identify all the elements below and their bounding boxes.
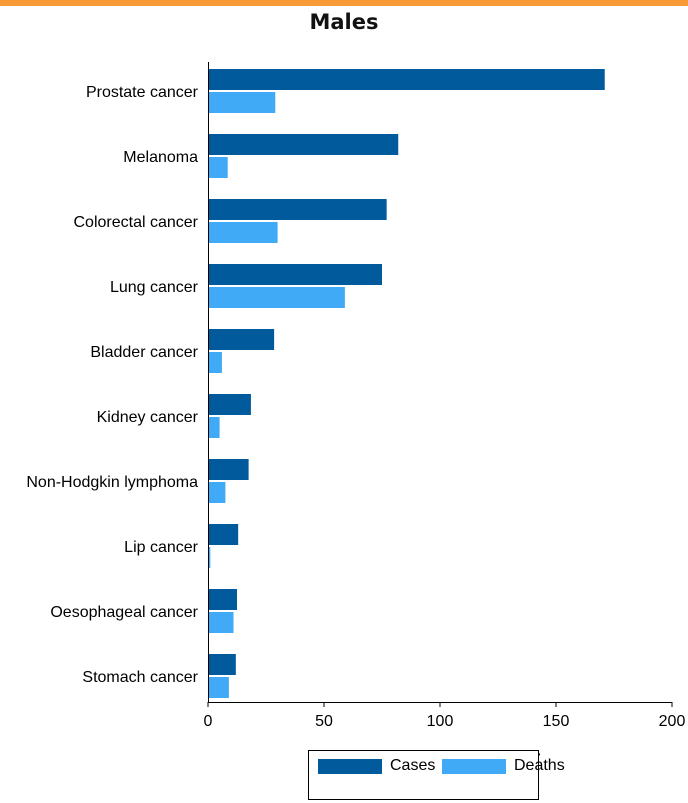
bar-cases-bladder-cancer (208, 329, 275, 350)
bar-cases-lung-cancer (208, 264, 382, 285)
bar-cases-stomach-cancer (208, 654, 236, 675)
legend-swatch-cases (318, 758, 382, 774)
legend-label-cases: Cases (390, 757, 436, 774)
category-label-bladder-cancer: Bladder cancer (90, 344, 198, 361)
x-tick-label-200: 200 (659, 713, 686, 730)
x-tick-label-100: 100 (427, 713, 454, 730)
bar-deaths-kidney-cancer (208, 417, 220, 438)
bar-cases-melanoma (208, 134, 399, 155)
category-label-lip-cancer: Lip cancer (124, 539, 198, 556)
category-label-kidney-cancer: Kidney cancer (97, 409, 199, 426)
bars-layer (208, 69, 605, 698)
legend: Cases Deaths (308, 750, 565, 800)
legend-label-deaths: Deaths (514, 757, 565, 774)
category-label-melanoma: Melanoma (123, 149, 198, 166)
bar-cases-oesophageal-cancer (208, 589, 237, 610)
bar-deaths-lung-cancer (208, 287, 345, 308)
category-label-oesophageal-cancer: Oesophageal cancer (50, 604, 198, 621)
bar-deaths-oesophageal-cancer (208, 612, 234, 633)
bar-cases-lip-cancer (208, 524, 239, 545)
bar-deaths-stomach-cancer (208, 677, 229, 698)
category-label-prostate-cancer: Prostate cancer (86, 84, 199, 101)
bar-deaths-bladder-cancer (208, 352, 222, 373)
category-labels: Prostate cancer Melanoma Colorectal cancer… (26, 84, 198, 686)
top-accent-bar (0, 0, 688, 6)
bar-cases-prostate-cancer (208, 69, 605, 90)
bar-deaths-melanoma (208, 157, 228, 178)
category-label-colorectal-cancer: Colorectal cancer (74, 214, 199, 231)
category-label-non-hodgkin-lymphoma: Non-Hodgkin lymphoma (26, 474, 198, 491)
legend-swatch-deaths (442, 758, 506, 774)
category-label-stomach-cancer: Stomach cancer (82, 669, 198, 686)
x-tick-label-150: 150 (543, 713, 570, 730)
x-tick-label-0: 0 (204, 713, 213, 730)
bar-cases-colorectal-cancer (208, 199, 387, 220)
bar-deaths-prostate-cancer (208, 92, 276, 113)
x-axis: 050100150200Average number per year (204, 62, 686, 766)
legend-item-deaths: Deaths (442, 757, 565, 775)
bar-cases-kidney-cancer (208, 394, 251, 415)
chart-title: Males (309, 10, 379, 34)
bar-deaths-lip-cancer (208, 547, 211, 568)
legend-item-cases: Cases (318, 757, 435, 775)
bar-deaths-non-hodgkin-lymphoma (208, 482, 226, 503)
bar-deaths-colorectal-cancer (208, 222, 278, 243)
category-label-lung-cancer: Lung cancer (110, 279, 199, 296)
bar-cases-non-hodgkin-lymphoma (208, 459, 249, 480)
x-tick-label-50: 50 (315, 713, 333, 730)
